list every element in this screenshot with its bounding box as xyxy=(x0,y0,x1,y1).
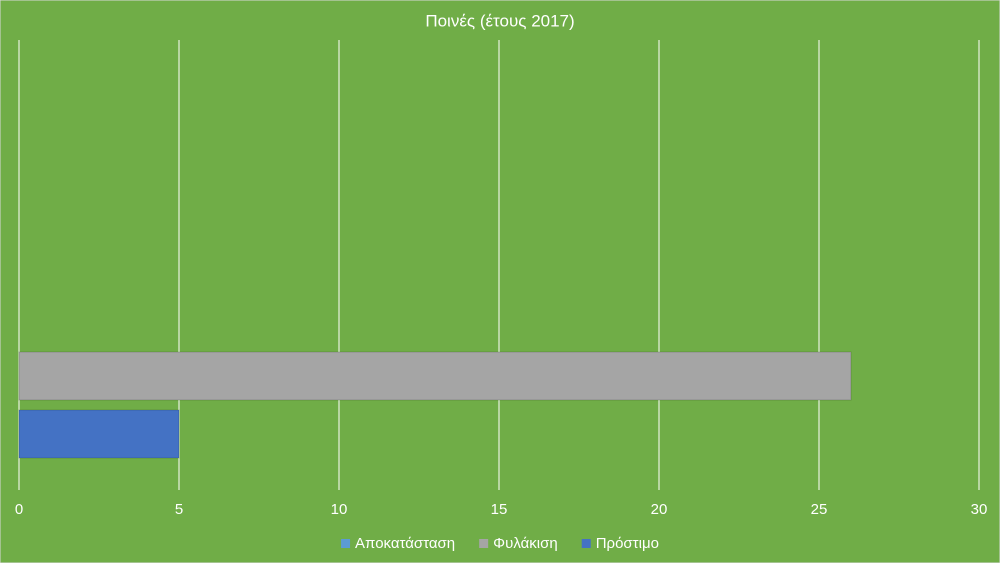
x-tick-label: 15 xyxy=(491,501,508,518)
chart-title: Ποινές (έτους 2017) xyxy=(425,11,574,30)
legend-label: Φυλάκιση xyxy=(493,535,558,552)
legend-label: Πρόστιμο xyxy=(596,535,659,552)
x-tick-label: 20 xyxy=(651,501,668,518)
legend-swatch xyxy=(581,539,591,548)
x-tick-label: 5 xyxy=(175,501,183,518)
legend-swatch xyxy=(479,539,489,548)
bar xyxy=(18,351,852,401)
legend-swatch xyxy=(341,539,351,548)
x-tick-label: 30 xyxy=(971,501,988,518)
legend-label: Αποκατάσταση xyxy=(355,535,455,552)
x-tick-label: 25 xyxy=(811,501,828,518)
x-tick-label: 0 xyxy=(15,501,23,518)
x-tick-label: 10 xyxy=(331,501,348,518)
bar xyxy=(18,409,180,459)
